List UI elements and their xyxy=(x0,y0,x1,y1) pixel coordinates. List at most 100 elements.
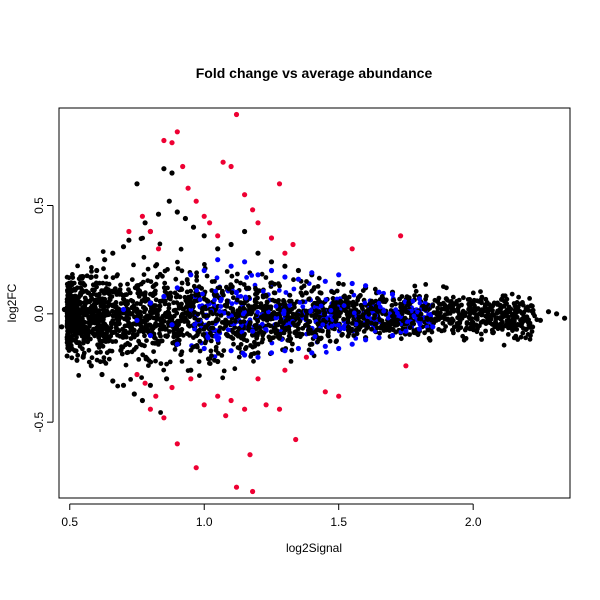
data-point xyxy=(315,296,320,301)
data-point xyxy=(523,335,528,341)
data-point xyxy=(333,319,339,324)
data-point xyxy=(508,325,513,331)
data-point xyxy=(88,274,94,280)
data-point xyxy=(94,267,100,274)
data-point xyxy=(412,283,418,289)
data-point xyxy=(323,349,329,355)
data-point xyxy=(184,331,190,337)
data-point xyxy=(197,297,203,302)
data-point xyxy=(479,300,484,306)
data-point xyxy=(75,352,81,358)
data-point xyxy=(104,312,109,318)
data-point xyxy=(215,337,221,343)
data-point xyxy=(153,288,158,294)
data-point xyxy=(81,350,87,356)
data-point xyxy=(405,310,411,315)
data-point xyxy=(100,249,106,255)
data-point xyxy=(184,310,190,315)
data-point xyxy=(99,288,104,294)
data-point xyxy=(257,288,262,294)
data-point xyxy=(295,276,301,282)
data-point xyxy=(119,344,124,349)
data-point xyxy=(436,327,442,332)
data-point xyxy=(116,328,122,334)
data-point xyxy=(134,181,140,187)
data-point xyxy=(329,323,335,329)
data-point xyxy=(166,315,172,321)
data-point xyxy=(290,341,295,347)
data-point xyxy=(521,313,527,319)
data-point xyxy=(107,296,113,301)
data-point xyxy=(407,325,413,330)
data-point xyxy=(423,296,428,302)
data-point xyxy=(180,332,186,338)
data-point xyxy=(171,300,177,306)
data-point xyxy=(264,305,270,311)
data-point xyxy=(355,297,360,303)
data-point xyxy=(139,375,145,380)
x-tick-label: 0.5 xyxy=(61,515,78,529)
data-point xyxy=(169,322,175,328)
data-point xyxy=(161,415,167,421)
data-point xyxy=(255,220,261,226)
data-point xyxy=(215,393,221,399)
data-point xyxy=(86,315,92,321)
data-point xyxy=(417,300,423,306)
data-point xyxy=(510,319,517,326)
data-point xyxy=(416,326,422,332)
data-point xyxy=(303,354,309,360)
data-point xyxy=(228,241,234,248)
data-point xyxy=(220,159,226,165)
data-point xyxy=(287,292,293,298)
data-point xyxy=(377,330,383,336)
data-point xyxy=(282,263,288,269)
data-point xyxy=(290,241,296,248)
data-point xyxy=(193,292,199,298)
data-point xyxy=(75,325,80,331)
data-point xyxy=(92,297,98,303)
data-point xyxy=(297,300,303,305)
data-point xyxy=(323,297,329,302)
data-point xyxy=(208,330,213,336)
data-point xyxy=(201,345,207,352)
data-point xyxy=(142,315,148,320)
data-point xyxy=(156,307,162,313)
data-point xyxy=(72,306,77,312)
data-point xyxy=(224,269,230,274)
data-point xyxy=(174,209,180,215)
data-point xyxy=(75,306,81,312)
data-point xyxy=(501,342,507,348)
data-point xyxy=(441,284,446,289)
data-point xyxy=(241,282,247,287)
data-point xyxy=(145,329,151,334)
data-point xyxy=(199,286,205,291)
data-point xyxy=(208,325,214,331)
data-point xyxy=(144,338,149,343)
data-point xyxy=(360,313,366,319)
data-point xyxy=(228,163,234,170)
data-point xyxy=(321,317,326,323)
data-point xyxy=(201,233,207,239)
data-point xyxy=(248,343,254,348)
data-point xyxy=(201,402,207,408)
data-point xyxy=(123,362,129,368)
data-point xyxy=(106,356,112,362)
data-point xyxy=(174,324,180,330)
data-point xyxy=(101,333,107,339)
data-point xyxy=(398,233,404,239)
data-point xyxy=(214,275,220,281)
data-point xyxy=(234,329,240,335)
chart-title: Fold change vs average abundance xyxy=(196,65,433,81)
data-point xyxy=(205,298,211,304)
data-point xyxy=(450,294,456,300)
data-point xyxy=(330,296,336,301)
data-point xyxy=(303,290,309,296)
data-point xyxy=(353,321,359,327)
data-point xyxy=(166,302,172,307)
data-point xyxy=(194,344,200,350)
data-point xyxy=(461,295,466,301)
data-point xyxy=(336,345,342,352)
data-point xyxy=(161,137,167,144)
data-point xyxy=(229,290,235,296)
data-point xyxy=(128,377,134,382)
